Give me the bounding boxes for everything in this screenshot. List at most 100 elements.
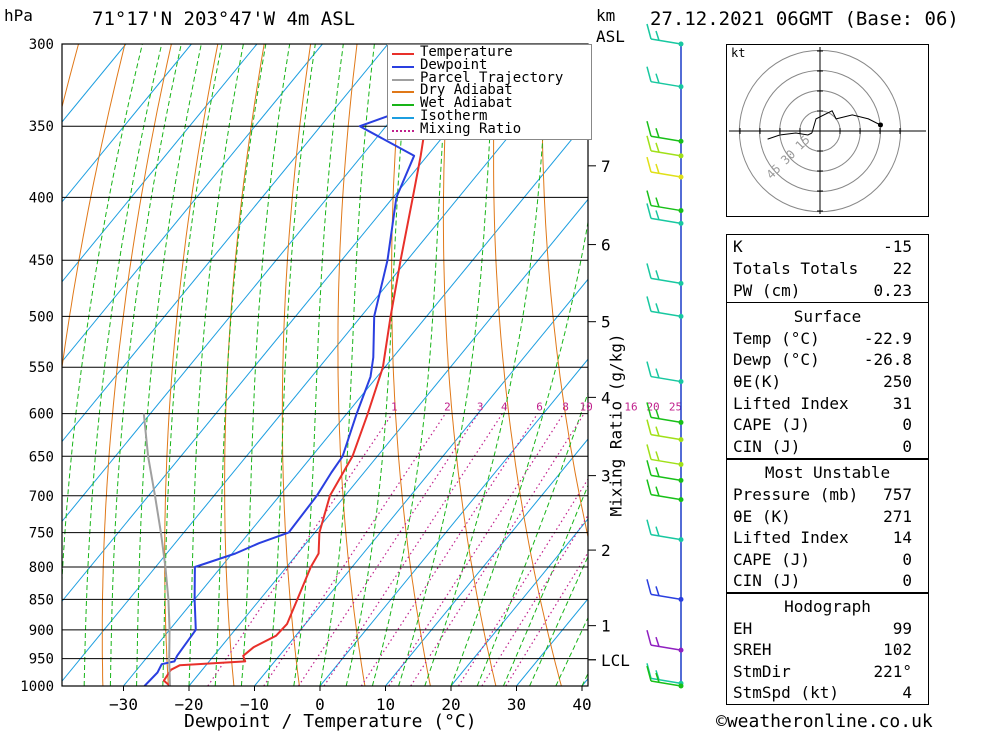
wet-adiabat-line <box>424 44 550 686</box>
dry-adiabat-line <box>164 44 219 686</box>
dry-adiabat-line <box>442 44 497 686</box>
isotherm-line <box>254 278 588 686</box>
wet-adiabat-line <box>476 391 588 686</box>
surface-dewp-value: -26.8 <box>863 350 912 369</box>
dry-adiabat-line <box>961 44 1000 686</box>
station-location: 71°17'N 203°47'W 4m ASL <box>92 8 356 30</box>
legend-label: Temperature <box>420 44 513 60</box>
surface-theta-label: θE(K) <box>733 372 782 391</box>
x-tick-label: 40 <box>572 695 591 714</box>
mixing-ratio-label: 2 <box>444 401 451 414</box>
pw-value: 0.23 <box>873 281 912 300</box>
pressure-tick-label: 500 <box>29 309 54 325</box>
legend-swatch <box>392 129 414 132</box>
legend-label: Dry Adiabat <box>420 82 513 99</box>
dry-adiabat-line <box>224 44 265 686</box>
km-tick-label: 7 <box>601 157 611 176</box>
hodograph-upper-path <box>811 110 881 134</box>
km-tick-label: 5 <box>601 313 611 332</box>
wet-adiabat-line <box>136 44 202 686</box>
legend-item: Isotherm <box>392 109 587 124</box>
wet-adiabat-line <box>529 555 588 686</box>
wet-adiabat-line <box>398 44 496 686</box>
legend-label: Wet Adiabat <box>420 95 513 112</box>
isotherm-line <box>123 118 588 686</box>
legend-swatch <box>392 117 414 119</box>
hodograph-lower-path <box>767 132 813 140</box>
legend-swatch <box>392 104 414 107</box>
surface-dewp-label: Dewp (°C) <box>733 350 820 369</box>
surface-li-value: 31 <box>892 394 912 413</box>
x-tick-label: −20 <box>175 695 204 714</box>
isotherm-line <box>62 44 323 363</box>
surface-cape-label: CAPE (J) <box>733 415 811 434</box>
km-tick-label: 4 <box>601 388 611 407</box>
legend-label: Mixing Ratio <box>420 120 522 137</box>
wind-barb <box>646 66 684 90</box>
mixing-ratio-line <box>388 413 565 686</box>
mu-li-value: 14 <box>892 528 912 547</box>
mixing-ratio-axis-title: Mixing Ratio (g/kg) <box>606 333 626 517</box>
stmspd-value: 4 <box>902 683 912 702</box>
hodograph-indices-box: Hodograph EH 99 SREH 102 StmDir 221° Stm… <box>726 593 929 705</box>
legend-item: Temperature <box>392 44 587 60</box>
isotherm-line <box>385 438 588 686</box>
surface-li-label: Lifted Index <box>733 394 849 413</box>
x-tick-label: 20 <box>441 695 460 714</box>
mixing-ratio-line <box>360 413 539 686</box>
mixing-ratio-label: 16 <box>624 401 637 414</box>
legend-label: Dewpoint <box>420 56 488 73</box>
wet-adiabat-line <box>293 44 344 686</box>
pressure-tick-label: 800 <box>29 560 54 576</box>
valid-datetime: 27.12.2021 06GMT (Base: 06) <box>650 8 959 30</box>
wind-barb <box>646 156 684 180</box>
hodograph-panel: 15 30 45 kt <box>726 44 929 217</box>
mu-cin-label: CIN (J) <box>733 571 801 590</box>
surface-temp-label: Temp (°C) <box>733 329 820 348</box>
hodograph-title: Hodograph <box>784 597 871 616</box>
wet-adiabat-line <box>555 616 588 686</box>
hodograph-ring-label: 45 <box>764 162 784 182</box>
mu-pressure-label: Pressure (mb) <box>733 485 859 504</box>
legend-swatch <box>392 65 414 68</box>
x-tick-label: 0 <box>315 695 325 714</box>
isotherm-line <box>188 198 588 686</box>
isotherm-line <box>62 44 454 523</box>
mu-cin-value: 0 <box>902 571 912 590</box>
series-dewpoint <box>143 44 442 686</box>
wind-barb <box>646 121 684 144</box>
mu-cape-value: 0 <box>902 550 912 569</box>
wet-adiabat-line <box>345 44 410 686</box>
stmspd-label: StmSpd (kt) <box>733 683 839 702</box>
km-tick-label: LCL <box>601 651 630 670</box>
km-tick-label: 3 <box>601 467 611 486</box>
pressure-tick-label: 350 <box>29 119 54 135</box>
wind-barb <box>646 203 684 226</box>
x-tick-label: 10 <box>376 695 395 714</box>
hodograph-endpoint <box>877 122 883 128</box>
wind-barb <box>646 519 684 543</box>
wind-barb <box>646 296 684 319</box>
eh-value: 99 <box>892 619 912 638</box>
pressure-tick-label: 900 <box>29 623 54 639</box>
dry-adiabat-line <box>391 44 431 686</box>
dry-adiabat-line <box>493 44 562 686</box>
km-unit-label: km <box>596 6 616 25</box>
wet-adiabat-line <box>240 44 291 686</box>
wet-adiabat-line <box>83 44 163 686</box>
pressure-tick-label: 300 <box>29 37 54 53</box>
hodograph-ring-label: 30 <box>778 147 798 167</box>
pressure-tick-label: 750 <box>29 526 54 542</box>
legend-swatch <box>392 78 414 81</box>
isotherm-line <box>62 44 585 682</box>
pressure-unit-label: hPa <box>4 6 33 25</box>
wind-barb <box>646 479 684 503</box>
hodograph-ring-label: 15 <box>793 133 813 153</box>
hodograph-unit-label: kt <box>731 46 746 60</box>
wet-adiabat-line <box>188 44 244 686</box>
wind-barb <box>646 402 684 425</box>
legend-swatch <box>392 91 414 94</box>
series-parcel-trajectory <box>142 413 171 686</box>
wind-barb <box>646 579 684 602</box>
